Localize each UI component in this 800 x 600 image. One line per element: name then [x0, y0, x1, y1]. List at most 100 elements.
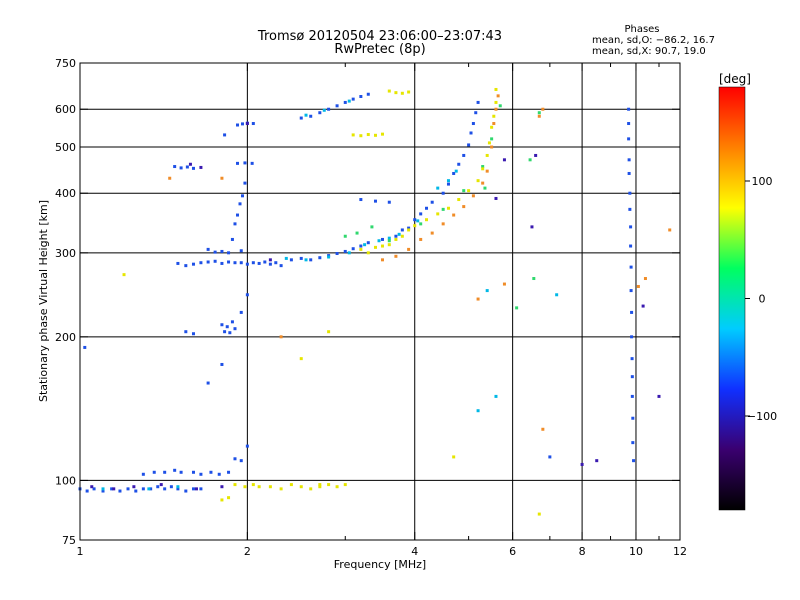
data-point	[289, 483, 293, 487]
data-point	[233, 327, 237, 331]
data-point	[373, 133, 377, 137]
data-point	[419, 222, 423, 226]
data-point	[92, 487, 96, 491]
data-point	[159, 483, 163, 487]
y-tick-label: 75	[62, 534, 76, 547]
data-point	[152, 470, 156, 474]
colorbar	[718, 86, 746, 511]
data-point	[351, 97, 355, 101]
data-point	[627, 137, 631, 141]
data-point	[220, 323, 224, 327]
data-point	[227, 260, 231, 264]
data-point	[366, 133, 370, 137]
data-point	[498, 104, 502, 108]
data-point	[141, 487, 145, 491]
data-point	[494, 107, 498, 111]
data-point	[359, 244, 363, 248]
data-point	[485, 289, 489, 293]
data-point	[630, 335, 634, 339]
data-point	[366, 251, 370, 255]
data-point	[318, 483, 322, 487]
data-point	[220, 498, 224, 502]
data-point	[446, 206, 450, 210]
data-point	[263, 260, 267, 264]
x-axis-label: Frequency [MHz]	[334, 558, 426, 571]
data-point	[629, 244, 633, 248]
data-point	[228, 331, 232, 335]
data-point	[387, 239, 391, 243]
data-point	[485, 153, 489, 157]
data-point	[397, 232, 401, 236]
data-point	[657, 394, 661, 398]
data-point	[85, 489, 89, 493]
data-point	[436, 186, 440, 190]
data-point	[240, 122, 244, 126]
data-point	[407, 228, 411, 232]
data-point	[327, 330, 331, 334]
data-point	[176, 487, 180, 491]
x-axis: 1 2 4 6 8 10 12	[77, 63, 687, 558]
data-point	[627, 171, 631, 175]
chart-subtitle: RwPretec (8p)	[334, 42, 425, 57]
data-point	[481, 165, 485, 169]
data-point	[199, 487, 203, 491]
data-points	[78, 87, 672, 516]
data-point	[223, 330, 227, 334]
data-point	[629, 289, 633, 293]
data-point	[430, 231, 434, 235]
data-point	[347, 99, 351, 103]
data-point	[141, 472, 145, 476]
data-point	[245, 122, 249, 126]
x-tick-label: 1	[77, 545, 84, 558]
data-point	[122, 273, 126, 277]
data-point	[236, 161, 240, 165]
data-point	[494, 196, 498, 200]
data-point	[359, 247, 363, 251]
data-point	[380, 237, 384, 241]
data-point	[233, 457, 237, 461]
data-point	[380, 132, 384, 136]
x-tick-label: 4	[411, 545, 418, 558]
data-point	[227, 496, 231, 500]
data-point	[502, 282, 506, 286]
data-point	[425, 218, 429, 222]
y-axis-label: Stationary phase Virtual Height [km]	[37, 200, 50, 402]
data-point	[370, 225, 374, 229]
data-point	[206, 247, 210, 251]
data-point	[240, 194, 244, 198]
data-point	[419, 237, 423, 241]
data-point	[239, 310, 243, 314]
data-point	[191, 487, 195, 491]
data-point	[492, 122, 496, 126]
data-point	[176, 261, 180, 265]
data-point	[173, 468, 177, 472]
data-point	[469, 131, 473, 135]
data-point	[407, 90, 411, 94]
colorbar-tick-label: −100	[747, 410, 777, 423]
y-tick-label: 100	[55, 474, 76, 487]
data-point	[530, 225, 534, 229]
data-point	[304, 113, 308, 117]
data-point	[245, 293, 249, 297]
data-point	[359, 134, 363, 138]
data-point	[387, 236, 391, 240]
plot-frame	[79, 62, 681, 541]
data-point	[425, 206, 429, 210]
data-point	[304, 258, 308, 262]
data-point	[227, 251, 231, 255]
grid-lines	[80, 63, 680, 540]
data-point	[147, 487, 151, 491]
data-point	[387, 200, 391, 204]
data-point	[199, 472, 203, 476]
data-point	[541, 107, 545, 111]
data-point	[496, 94, 500, 98]
data-point	[394, 254, 398, 258]
data-point	[156, 485, 160, 489]
data-point	[191, 332, 195, 336]
data-point	[467, 189, 471, 193]
data-point	[430, 200, 434, 204]
chart-title: Tromsø 20120504 23:06:00–23:07:43	[257, 29, 502, 44]
data-point	[101, 489, 105, 493]
data-point	[335, 252, 339, 256]
